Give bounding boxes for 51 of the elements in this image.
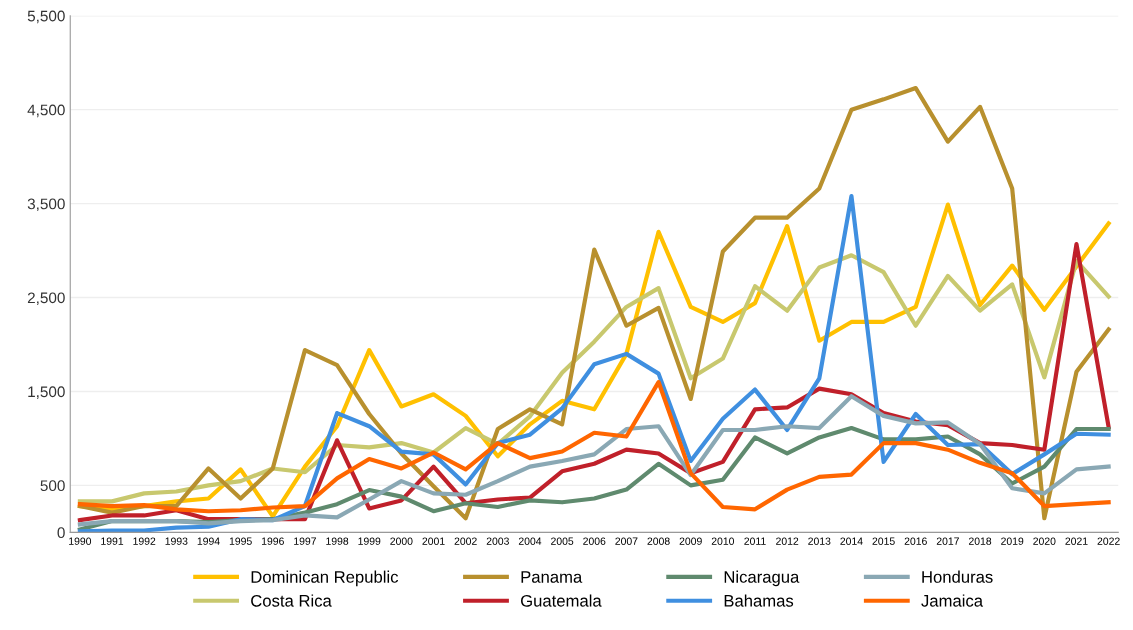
x-tick-label: 2004 xyxy=(518,537,542,545)
y-tick-label: 1,500 xyxy=(28,386,65,399)
legend-label: Nicaragua xyxy=(724,570,800,587)
x-tick-label: 1991 xyxy=(101,537,124,545)
legend-label: Guatemala xyxy=(521,594,602,607)
x-tick-label: 2014 xyxy=(840,537,863,545)
x-tick-label: 2001 xyxy=(422,537,445,545)
legend-label: Jamaica xyxy=(921,594,984,607)
y-tick-label: 3,500 xyxy=(27,198,65,212)
legend-label: Honduras xyxy=(922,570,993,583)
x-tick-label: 2013 xyxy=(808,537,831,545)
x-tick-label: 2011 xyxy=(744,537,766,545)
y-tick-label: 4,500 xyxy=(27,104,65,118)
legend-label: Dominican Republic xyxy=(251,570,399,587)
x-tick-label: 2005 xyxy=(551,537,574,545)
x-tick-label: 2009 xyxy=(679,537,702,545)
x-tick-label: 2021 xyxy=(1065,537,1088,545)
x-tick-label: 2010 xyxy=(711,537,735,545)
x-tick-label: 2002 xyxy=(454,537,477,545)
x-tick-label: 1990 xyxy=(69,537,92,545)
legend-label: Panama xyxy=(521,571,583,583)
line-series xyxy=(77,379,1111,514)
x-tick-label: 1994 xyxy=(197,537,220,545)
line-series xyxy=(77,85,1111,521)
y-tick-label: 5,500 xyxy=(27,10,65,24)
x-tick-label: 2008 xyxy=(647,537,670,545)
x-tick-label: 1998 xyxy=(326,537,349,545)
legend-label: Costa Rica xyxy=(251,594,332,607)
y-tick-label: 2,500 xyxy=(27,292,65,306)
x-tick-label: 2006 xyxy=(583,537,606,545)
x-tick-label: 1999 xyxy=(358,537,381,545)
x-tick-label: 2000 xyxy=(390,537,413,545)
x-tick-label: 1995 xyxy=(229,537,252,545)
y-tick-label: 0 xyxy=(57,527,65,539)
x-tick-label: 2017 xyxy=(936,537,959,545)
y-tick-label: 500 xyxy=(40,480,65,492)
x-tick-label: 2012 xyxy=(776,537,799,545)
x-tick-label: 1992 xyxy=(133,537,156,545)
x-tick-label: 1997 xyxy=(294,537,316,545)
x-tick-label: 2007 xyxy=(615,537,638,545)
x-tick-label: 2020 xyxy=(1033,537,1056,545)
legend-label: Bahamas xyxy=(724,594,794,607)
x-tick-label: 1993 xyxy=(165,537,188,545)
x-tick-label: 2003 xyxy=(486,537,509,545)
x-tick-label: 2015 xyxy=(872,537,895,545)
line-series xyxy=(77,394,1111,527)
x-tick-label: 2016 xyxy=(904,537,927,545)
x-tick-label: 2018 xyxy=(968,537,992,545)
x-tick-label: 1996 xyxy=(261,537,284,545)
x-tick-label: 2022 xyxy=(1097,537,1120,545)
x-tick-label: 2019 xyxy=(1001,537,1024,545)
